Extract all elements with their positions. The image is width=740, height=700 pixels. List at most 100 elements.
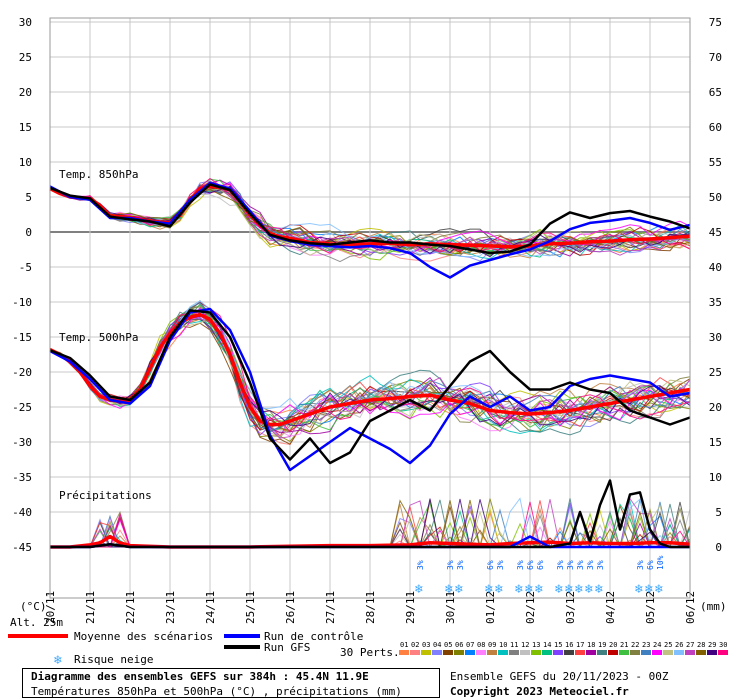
y-right-tick-label: 35: [709, 296, 722, 309]
y-right-tick-label: 65: [709, 86, 722, 99]
snow-risk-label: 6%: [486, 560, 495, 570]
snowflake-icon: ❄: [574, 582, 583, 597]
perturbation-legend-label: 07: [466, 641, 474, 649]
x-tick-label: 22/11: [124, 591, 137, 624]
snow-risk-label: 3%: [636, 560, 645, 570]
snowflake-icon: ❄: [444, 582, 453, 597]
snowflake-icon: ❄: [584, 582, 593, 597]
perturbation-legend-swatch: [707, 650, 717, 655]
y-left-tick-label: -25: [12, 401, 32, 414]
series-line-2: [49, 183, 691, 255]
perturbation-legend-label: 30: [719, 641, 727, 649]
perturbation-legend-swatch: [597, 650, 607, 655]
x-tick-label: 25/11: [244, 591, 257, 624]
y-left-tick-label: 5: [25, 191, 32, 204]
perturbation-legend-label: 27: [686, 641, 694, 649]
perturbation-legend-swatch: [619, 650, 629, 655]
y-right-tick-label: 5: [715, 506, 722, 519]
grid: [49, 18, 691, 598]
y-left-tick-label: 30: [19, 16, 32, 29]
snowflake-icon: ❄: [524, 582, 533, 597]
perturbation-legend-swatch: [586, 650, 596, 655]
perturbation-legend-label: 02: [411, 641, 419, 649]
snowflake-icon: ❄: [484, 582, 493, 597]
perturbation-legend-label: 29: [708, 641, 716, 649]
x-tick-label: 03/12: [564, 591, 577, 624]
copyright: Copyright 2023 Meteociel.fr: [450, 685, 629, 698]
perturbation-legend-label: 01: [400, 641, 408, 649]
snow-risk-label: 3%: [596, 560, 605, 570]
x-tick-label: 02/12: [524, 591, 537, 624]
y-left-tick-label: 25: [19, 51, 32, 64]
perturbation-legend-label: 15: [554, 641, 562, 649]
y-left-tick-label: -15: [12, 331, 32, 344]
perturbation-legend-label: 17: [576, 641, 584, 649]
perturbation-legend-swatch: [399, 650, 409, 655]
y-right-tick-label: 25: [709, 366, 722, 379]
y-right-tick-label: 55: [709, 156, 722, 169]
perturbation-legend-swatch: [410, 650, 420, 655]
y-right-tick-label: 15: [709, 436, 722, 449]
snow-risk-label: 3%: [446, 560, 455, 570]
y-right-tick-label: 20: [709, 401, 722, 414]
series-line-5: [49, 309, 691, 465]
perturbation-legend-label: 04: [433, 641, 441, 649]
perturbation-legend-swatch: [421, 650, 431, 655]
perturbation-legend-label: 18: [587, 641, 595, 649]
snow-risk-label: 3%: [496, 560, 505, 570]
chart-title: Diagramme des ensembles GEFS sur 384h : …: [31, 670, 369, 683]
series-line-8: [50, 479, 690, 549]
perturbation-legend-label: 21: [620, 641, 628, 649]
y-left-tick-label: -20: [12, 366, 32, 379]
perturbation-legend-swatch: [718, 650, 728, 655]
y-right-tick-label: 50: [709, 191, 722, 204]
snowflake-icon: ❄: [534, 582, 543, 597]
perturbation-legend-swatch: [454, 650, 464, 655]
perturbation-legend-label: 05: [444, 641, 452, 649]
x-tick-label: 04/12: [604, 591, 617, 624]
perturbation-legend-swatch: [432, 650, 442, 655]
perturbation-legend-label: 20: [609, 641, 617, 649]
x-tick-label: 01/12: [484, 591, 497, 624]
snowflake-icon: ❄: [414, 582, 423, 597]
x-tick-label: 05/12: [644, 591, 657, 624]
y-left-tick-label: 20: [19, 86, 32, 99]
y-right-tick-label: 75: [709, 16, 722, 29]
legend-perts-label: 30 Perts.: [340, 646, 400, 659]
y-right-tick-label: 45: [709, 226, 722, 239]
y-left-tick-label: -5: [19, 261, 32, 274]
perturbation-legend-swatch: [696, 650, 706, 655]
snowflake-icon: ❄: [644, 582, 653, 597]
main-series: [49, 181, 691, 549]
x-tick-label: 06/12: [684, 591, 697, 624]
snow-risk-label: 3%: [566, 560, 575, 570]
perturbation-legend-swatch: [553, 650, 563, 655]
y-right-tick-label: 10: [709, 471, 722, 484]
perturbation-legend-swatch: [641, 650, 651, 655]
x-tick-label: 27/11: [324, 591, 337, 624]
perturbation-legend-label: 26: [675, 641, 683, 649]
panel-label-t850: Temp. 850hPa: [59, 168, 138, 181]
perturbation-legend-label: 22: [631, 641, 639, 649]
x-tick-label: 23/11: [164, 591, 177, 624]
perturbation-legend-label: 24: [653, 641, 661, 649]
snowflake-icon: ❄: [494, 582, 503, 597]
snowflake-icon: ❄: [554, 582, 563, 597]
snowflake-icon: ❄: [454, 582, 463, 597]
y-left-tick-label: -35: [12, 471, 32, 484]
snowflake-icon: ❄: [654, 582, 663, 597]
snow-risk-label: 3%: [456, 560, 465, 570]
perturbation-legend-label: 11: [510, 641, 518, 649]
y-left-tick-label: -40: [12, 506, 32, 519]
snow-risk-label: 3%: [516, 560, 525, 570]
perturbation-legend-swatch: [674, 650, 684, 655]
perturbation-legend-swatch: [520, 650, 530, 655]
perturbation-legend-label: 14: [543, 641, 551, 649]
perturbation-legend-swatch: [608, 650, 618, 655]
perturbation-legend-swatch: [487, 650, 497, 655]
perturbation-legend-swatch: [652, 650, 662, 655]
perturbation-legend-label: 06: [455, 641, 463, 649]
snow-risk-markers: 3% ❄ 3% ❄ 3% ❄ 6% ❄ 3% ❄ 3% ❄ 6% ❄ 6% ❄ 3% ❄ 3% ❄ 3% ❄ 3% ❄ 3% ❄ 3…: [414, 555, 665, 597]
perturbation-legend-swatch: [630, 650, 640, 655]
